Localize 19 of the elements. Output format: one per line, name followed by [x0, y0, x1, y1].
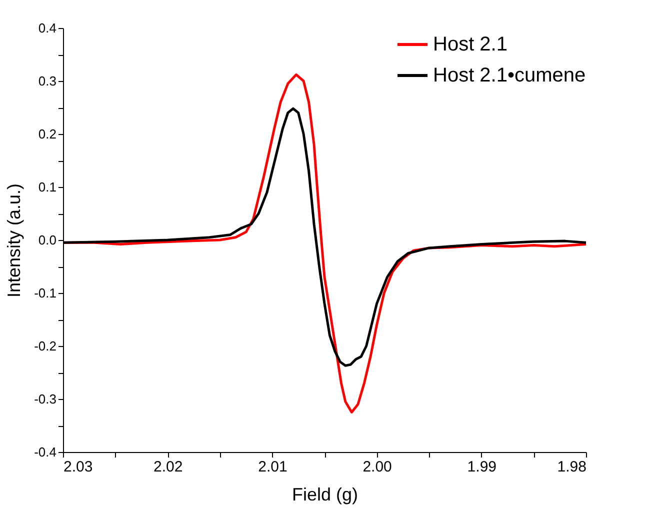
- x-tick-label: 1.99: [467, 458, 496, 476]
- y-axis-title: Intensity (a.u.): [4, 183, 24, 298]
- y-tick-label: -0.3: [34, 392, 56, 406]
- x-tick-label: 2.01: [258, 458, 288, 476]
- y-tick-label: -0.2: [34, 338, 56, 354]
- x-tick-label: 1.98: [557, 458, 586, 476]
- x-tick-label: 2.03: [64, 458, 93, 476]
- y-tick-label: 0.3: [38, 74, 56, 88]
- y-tick-label: 0.0: [38, 232, 56, 248]
- y-tick-label: 0.2: [38, 126, 56, 142]
- legend-label: Host 2.1•cumene: [433, 64, 586, 86]
- y-tick-label: -0.1: [34, 286, 56, 300]
- x-axis-title: Field (g): [292, 484, 358, 504]
- y-tick-label: -0.4: [34, 444, 56, 460]
- x-tick-label: 2.02: [154, 458, 183, 476]
- legend-label: Host 2.1: [433, 34, 508, 56]
- x-tick-label: 2.00: [362, 458, 392, 476]
- y-tick-label: 0.1: [38, 180, 56, 194]
- y-tick-label: 0.4: [38, 20, 56, 36]
